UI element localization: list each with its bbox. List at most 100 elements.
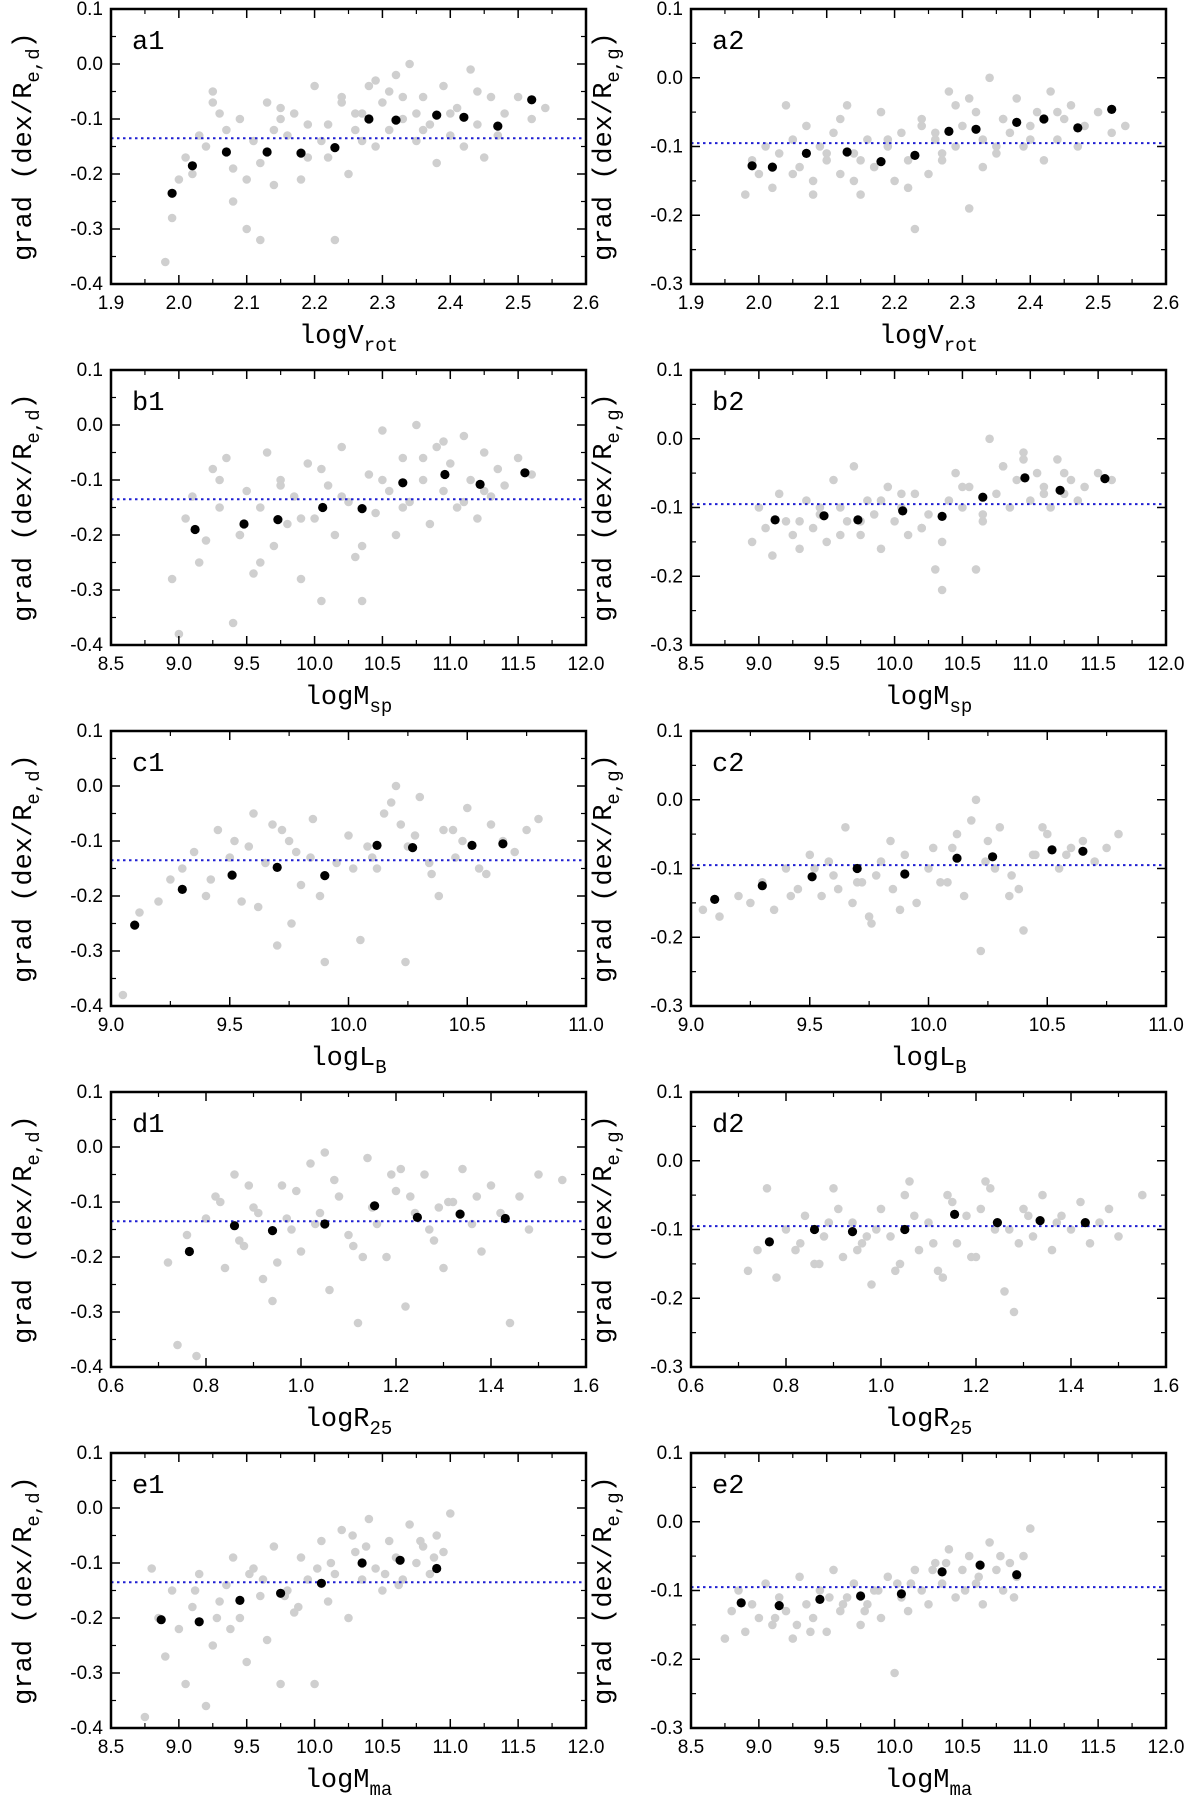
scatter-point — [856, 530, 865, 540]
scatter-point — [959, 891, 969, 901]
scatter-point — [412, 1558, 421, 1568]
y-tick-label: 0.1 — [657, 360, 683, 381]
scatter-point — [829, 1565, 838, 1575]
scatter-point — [876, 496, 886, 505]
scatter-point — [937, 585, 947, 595]
scatter-point — [201, 891, 211, 901]
plot-area — [691, 795, 1166, 956]
y-tick-label: -0.3 — [70, 219, 103, 240]
binned-point — [952, 853, 962, 863]
binned-point — [847, 1227, 858, 1237]
scatter-point — [230, 1170, 239, 1179]
scatter-point — [781, 1225, 791, 1234]
scatter-point — [795, 517, 804, 526]
scatter-point — [154, 897, 163, 906]
x-axis-title: logVrot — [879, 322, 978, 357]
x-axis-title: logMma — [885, 1766, 973, 1801]
y-tick-label: 0.0 — [657, 1151, 683, 1172]
binned-point — [971, 124, 981, 134]
scatter-point — [135, 908, 144, 917]
panel-label: d1 — [132, 1111, 164, 1141]
scatter-point — [829, 128, 838, 138]
plot-area — [111, 1148, 586, 1361]
scatter-point — [398, 114, 408, 124]
scatter-point — [446, 1509, 455, 1518]
binned-point — [184, 1246, 194, 1257]
scatter-point — [893, 1579, 902, 1588]
scatter-point — [976, 1204, 986, 1214]
scatter-point — [924, 169, 933, 179]
scatter-point — [364, 81, 374, 91]
scatter-point — [897, 128, 906, 138]
x-tick-label: 11.5 — [1080, 1737, 1116, 1758]
scatter-point — [486, 492, 496, 501]
scatter-point — [181, 153, 190, 162]
y-tick-label: -0.2 — [70, 164, 103, 185]
x-axis-title-main: logR — [305, 1405, 370, 1435]
x-tick-label: 1.6 — [1153, 1376, 1179, 1397]
y-tick-label: 0.1 — [657, 721, 683, 742]
x-tick-label: 9.0 — [746, 654, 772, 675]
binned-point — [493, 121, 503, 131]
scatter-point — [378, 98, 387, 107]
scatter-point — [534, 1170, 543, 1179]
y-tick-label: -0.1 — [70, 109, 103, 130]
scatter-point — [917, 121, 926, 131]
x-tick-label: 9.5 — [814, 1737, 840, 1758]
y-axis-title-close: ) — [10, 393, 40, 409]
scatter-point — [222, 453, 231, 463]
binned-point — [227, 870, 237, 880]
x-tick-label: 12.0 — [568, 654, 605, 675]
binned-point — [896, 1589, 907, 1599]
y-tick-label: -0.4 — [70, 1718, 103, 1739]
scatter-point — [891, 1266, 900, 1276]
scatter-point — [1066, 1225, 1076, 1234]
scatter-point — [363, 842, 372, 851]
scatter-point — [822, 149, 831, 158]
x-tick-label: 1.2 — [383, 1376, 409, 1397]
scatter-point — [990, 864, 1000, 873]
scatter-point — [917, 114, 926, 124]
binned-point — [944, 126, 954, 136]
panel-label: b2 — [712, 389, 744, 419]
scatter-point — [1019, 926, 1028, 935]
y-axis-title-main: grad (dex/R — [590, 444, 620, 622]
x-tick-label: 9.0 — [166, 654, 192, 675]
scatter-point — [448, 825, 458, 835]
scatter-point — [976, 946, 986, 956]
y-tick-label: -0.2 — [70, 525, 103, 546]
scatter-point — [276, 114, 285, 124]
scatter-point — [849, 176, 859, 186]
binned-point — [440, 469, 450, 480]
scatter-point — [276, 481, 285, 490]
scatter-point — [190, 1586, 200, 1595]
binned-point — [272, 862, 282, 873]
y-tick-label: 0.0 — [77, 1137, 103, 1158]
scatter-point — [513, 92, 523, 102]
scatter-point — [924, 1218, 933, 1227]
scatter-point — [303, 459, 313, 468]
scatter-point — [1078, 836, 1088, 846]
scatter-point — [951, 101, 960, 110]
scatter-point — [971, 795, 981, 805]
scatter-point — [228, 197, 238, 206]
binned-point — [167, 188, 177, 198]
x-tick-label: 10.0 — [296, 1737, 333, 1758]
y-tick-label: -0.2 — [650, 566, 683, 587]
scatter-point — [167, 213, 177, 223]
scatter-point — [1019, 455, 1028, 464]
panel-e2: 8.5 9.0 9.5 10.0 10.5 11.0 11.5 12.0 0.1 0.0 -0.1 -… — [590, 1443, 1184, 1801]
scatter-point — [1024, 1211, 1033, 1221]
binned-point — [736, 1598, 746, 1608]
scatter-point — [1085, 1239, 1095, 1248]
scatter-point — [296, 514, 306, 523]
scatter-point — [931, 128, 940, 138]
x-tick-label: 11.0 — [1012, 654, 1048, 675]
scatter-point — [255, 503, 265, 512]
y-tick-label: 0.0 — [77, 54, 103, 75]
scatter-point — [786, 891, 796, 901]
panel-label: e2 — [712, 1472, 744, 1502]
scatter-point — [255, 558, 265, 567]
y-axis-title-sub: e,g — [603, 770, 625, 804]
scatter-point — [466, 475, 475, 485]
